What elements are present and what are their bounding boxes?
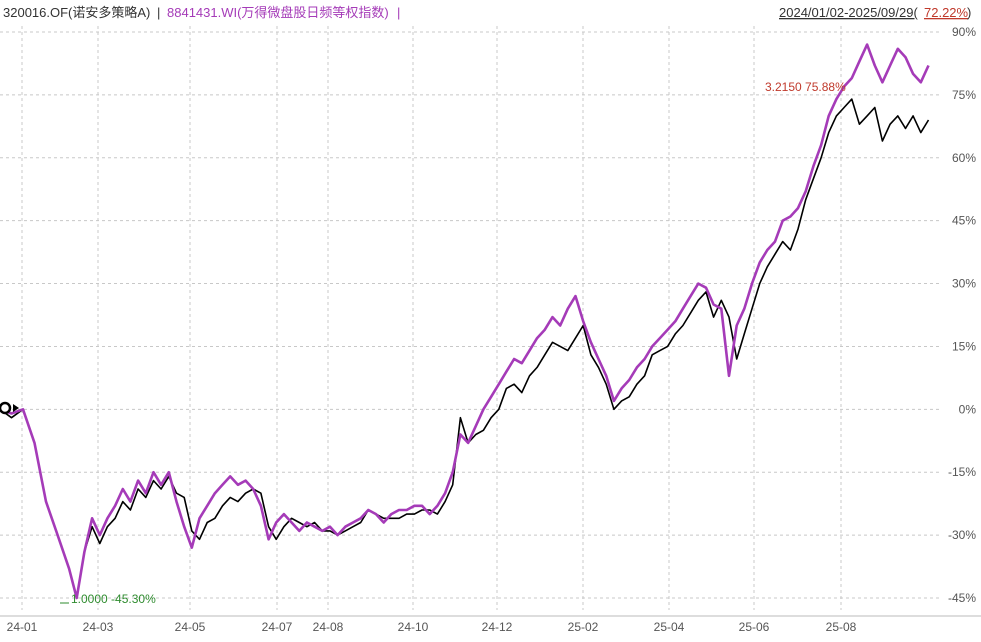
- x-tick-label: 25-04: [654, 620, 685, 634]
- y-axis-ticks: 90% 75% 60% 45% 30% 15% 0% -15% -30% -45%: [948, 25, 976, 605]
- y-tick-label: 45%: [952, 214, 976, 228]
- x-tick-label: 24-01: [7, 620, 38, 634]
- x-tick-label: 24-07: [262, 620, 293, 634]
- x-tick-label: 24-10: [398, 620, 429, 634]
- x-tick-label: 25-08: [826, 620, 857, 634]
- series-lines: [0, 43, 930, 600]
- y-tick-label: -45%: [948, 591, 976, 605]
- x-axis-ticks: 24-01 24-03 24-05 24-07 24-08 24-10 24-12 25-02…: [7, 620, 857, 634]
- x-tick-label: 24-12: [482, 620, 513, 634]
- series-line-index[interactable]: [0, 43, 930, 600]
- x-tick-label: 24-08: [313, 620, 344, 634]
- y-tick-label: 75%: [952, 88, 976, 102]
- start-marker-icon[interactable]: [0, 401, 12, 415]
- high-point-label: 3.2150 75.88%: [765, 80, 846, 94]
- low-point-label: 1.0000 -45.30%: [71, 592, 156, 606]
- y-tick-label: 30%: [952, 277, 976, 291]
- date-range[interactable]: 2024/01/02-2025/09/29(: [779, 5, 918, 20]
- legend-separator-2: |: [397, 5, 400, 20]
- legend-series1[interactable]: 320016.OF(诺安多策略A): [3, 5, 150, 20]
- x-tick-label: 25-02: [568, 620, 599, 634]
- legend-separator-1: |: [157, 5, 160, 20]
- y-tick-label: -30%: [948, 528, 976, 542]
- y-tick-label: 15%: [952, 339, 976, 353]
- y-tick-label: 0%: [959, 402, 977, 416]
- range-change-percent: 72.22%: [924, 5, 969, 20]
- y-tick-label: 60%: [952, 151, 976, 165]
- y-tick-label: -15%: [948, 465, 976, 479]
- grid-lines: [0, 26, 981, 617]
- x-tick-label: 24-03: [83, 620, 114, 634]
- x-tick-label: 24-05: [175, 620, 206, 634]
- x-tick-label: 25-06: [739, 620, 770, 634]
- y-tick-label: 90%: [952, 25, 976, 39]
- range-close-paren: ): [967, 5, 971, 20]
- legend-series2[interactable]: 8841431.WI(万得微盘股日频等权指数): [167, 5, 389, 20]
- play-arrow-icon: [13, 404, 19, 412]
